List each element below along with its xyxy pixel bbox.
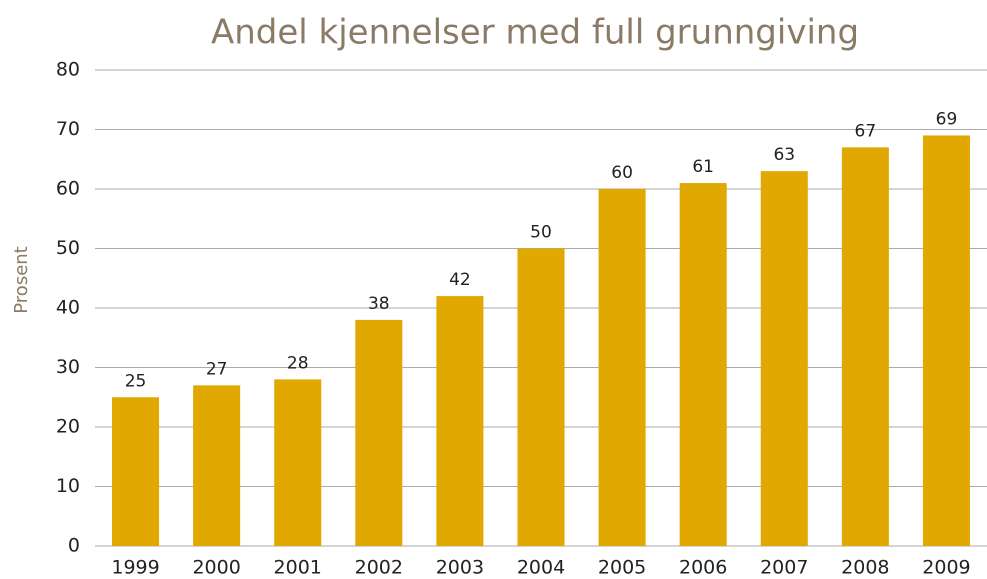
bar — [274, 379, 322, 546]
y-tick-label: 40 — [56, 297, 80, 319]
x-tick-label: 1999 — [111, 557, 159, 579]
value-label: 25 — [125, 371, 147, 391]
bar — [841, 147, 889, 546]
bar — [517, 248, 565, 546]
y-tick-label: 30 — [56, 356, 80, 378]
y-tick-label: 50 — [56, 237, 80, 259]
x-tick-label: 2001 — [274, 557, 322, 579]
value-label: 28 — [287, 353, 309, 373]
y-tick-label: 70 — [56, 118, 80, 140]
bar — [922, 135, 970, 546]
bar — [679, 183, 727, 547]
y-tick-label: 80 — [56, 59, 80, 81]
y-axis-label: Prosent — [11, 246, 32, 313]
value-label: 42 — [449, 270, 471, 290]
value-label: 67 — [855, 121, 877, 141]
bar — [355, 319, 403, 546]
y-tick-label: 0 — [68, 535, 80, 557]
x-tick-label: 2005 — [598, 557, 646, 579]
chart-title: Andel kjennelser med full grunngiving — [211, 13, 859, 53]
x-tick-label: 2008 — [841, 557, 889, 579]
x-tick-label: 2003 — [436, 557, 484, 579]
x-tick-label: 2009 — [922, 557, 970, 579]
x-tick-label: 2007 — [760, 557, 808, 579]
value-label: 69 — [936, 109, 958, 129]
x-tick-label: 2002 — [355, 557, 403, 579]
bar — [760, 171, 808, 546]
x-tick-label: 2006 — [679, 557, 727, 579]
value-label: 50 — [530, 223, 552, 243]
x-tick-label: 2000 — [192, 557, 240, 579]
y-tick-label: 60 — [56, 178, 80, 200]
x-tick-label: 2004 — [517, 557, 565, 579]
bar — [112, 397, 160, 546]
value-label: 27 — [206, 359, 228, 379]
y-tick-label: 10 — [56, 475, 80, 497]
value-label: 63 — [773, 145, 795, 165]
bar — [193, 385, 241, 546]
value-label: 61 — [692, 157, 714, 177]
value-label: 38 — [368, 294, 390, 314]
bar — [436, 296, 484, 546]
bar — [598, 189, 646, 546]
value-label: 60 — [611, 163, 633, 183]
y-tick-label: 20 — [56, 416, 80, 438]
